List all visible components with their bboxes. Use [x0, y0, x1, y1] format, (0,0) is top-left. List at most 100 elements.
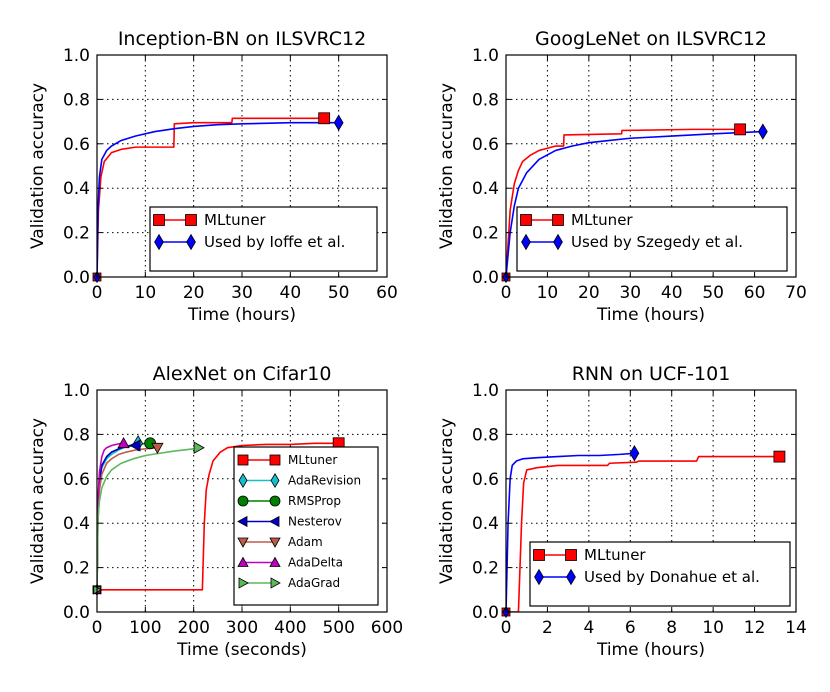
legend-entry-nesterov: Nesterov: [237, 515, 342, 529]
legend: MLtuner AdaRevision RMSProp Nesterov Adam Ada…: [233, 446, 379, 606]
panel-googlenet: 0 10 20 30 40 50 60 70 0.0 0.2 0.4 0.6 0.8 1.0 GoogLeN…: [437, 28, 807, 325]
legend-label: Used by Szegedy et al.: [571, 233, 743, 251]
plot-frame: [505, 54, 797, 278]
legend-entry-adarevision: AdaRevision: [238, 472, 361, 489]
legend-label: Used by Ioffe et al.: [204, 233, 345, 251]
y-axis-label: Validation accuracy: [28, 418, 48, 584]
x-tick-label: 4: [583, 618, 594, 638]
x-tick-label: 600: [371, 618, 403, 638]
y-tick-label: 0.0: [472, 268, 499, 288]
y-tick-label: 0.0: [63, 603, 90, 623]
legend-marker: [269, 515, 280, 528]
y-tick-label: 0.4: [63, 179, 90, 199]
legend-marker: [185, 214, 197, 226]
x-tick-label: 0: [501, 283, 512, 303]
legend-marker: [270, 472, 280, 489]
y-tick-label: 0.2: [63, 559, 90, 579]
series-group: [97, 442, 339, 591]
x-tick-label: 2: [542, 618, 553, 638]
series-marker-end-mltuner: [734, 123, 746, 136]
series-marker-end-adam: [151, 442, 164, 455]
series-marker-end-nesterov: [129, 439, 141, 452]
x-tick-label: 300: [226, 618, 258, 638]
y-tick-label: 1.0: [63, 46, 90, 66]
legend-entry-mltuner: MLtuner: [153, 211, 266, 229]
x-tick-label: 200: [177, 618, 209, 638]
legend-marker: [154, 233, 164, 251]
series-marker-end-used-by-donahue-et-al: [629, 445, 640, 462]
legend-marker: [521, 233, 531, 251]
y-tick-label: 0.8: [63, 90, 90, 110]
y-tick-label: 0.8: [63, 425, 90, 445]
x-tick-label: 8: [666, 618, 677, 638]
y-tick-label: 0.2: [472, 559, 499, 579]
legend-marker: [566, 568, 576, 586]
series-line-used-by-donahue-et-al: [506, 452, 635, 612]
legend-entry-used-by-donahue-et-al: Used by Donahue et al.: [534, 568, 760, 586]
series-group: [506, 128, 763, 277]
y-tick-label: 0.0: [472, 603, 499, 623]
legend-entry-mltuner: MLtuner: [533, 546, 646, 564]
legend-entry-adadelta: AdaDelta: [237, 556, 343, 570]
legend-marker: [553, 233, 563, 251]
plot-frame: [505, 389, 797, 613]
legend-marker: [238, 577, 249, 589]
x-tick-label: 10: [135, 283, 157, 303]
legend-marker: [552, 214, 564, 226]
x-tick-label: 0: [501, 618, 512, 638]
series-line-adadelta: [97, 442, 124, 590]
legend-label: MLtuner: [204, 211, 266, 229]
legend-label: MLtuner: [288, 453, 337, 467]
legend-label: Adam: [288, 535, 323, 549]
series-line-mltuner: [506, 128, 741, 277]
y-tick-label: 0.6: [472, 135, 499, 155]
x-tick-label: 50: [328, 283, 350, 303]
series-group: [506, 452, 780, 612]
legend-label: Nesterov: [288, 515, 342, 529]
legend-marker: [238, 472, 248, 489]
y-tick-label: 0.6: [63, 470, 90, 490]
y-tick-label: 0.0: [63, 268, 90, 288]
y-tick-label: 0.8: [472, 425, 499, 445]
y-tick-label: 0.4: [472, 179, 499, 199]
x-tick-label: 50: [702, 283, 724, 303]
series-line-used-by-ioffe-et-al: [97, 121, 339, 277]
legend-entry-rmsprop: RMSProp: [237, 494, 341, 508]
legend-entry-mltuner: MLtuner: [237, 453, 337, 467]
series-line-mltuner: [97, 442, 339, 591]
x-tick-label: 400: [274, 618, 306, 638]
x-tick-label: 40: [280, 283, 302, 303]
legend: MLtuner Used by Ioffe et al.: [149, 206, 378, 272]
y-axis-label: Validation accuracy: [437, 83, 457, 249]
x-axis-label: Time (hours): [596, 305, 705, 325]
x-tick-label: 6: [625, 618, 636, 638]
x-tick-label: 500: [322, 618, 354, 638]
series-line-mltuner: [97, 117, 325, 277]
y-axis-label: Validation accuracy: [28, 83, 48, 249]
legend-marker: [237, 495, 249, 507]
legend: MLtuner Used by Donahue et al.: [529, 541, 791, 607]
x-tick-label: 70: [785, 283, 807, 303]
series-marker-end-adadelta: [117, 436, 130, 449]
legend-marker: [534, 568, 544, 586]
legend-box: [233, 446, 379, 606]
x-tick-label: 0: [92, 618, 103, 638]
legend-marker: [565, 549, 577, 561]
y-tick-label: 0.6: [472, 470, 499, 490]
legend-marker: [270, 577, 281, 589]
series-marker-end-used-by-ioffe-et-al: [333, 114, 344, 131]
legend-marker: [237, 556, 249, 567]
legend: MLtuner Used by Szegedy et al.: [516, 206, 788, 272]
series-group: [97, 117, 339, 277]
y-tick-label: 1.0: [63, 381, 90, 401]
chart-title: AlexNet on Cifar10: [153, 363, 332, 385]
legend-entry-adagrad: AdaGrad: [238, 576, 340, 590]
series-marker-end-mltuner: [773, 450, 786, 463]
x-tick-label: 20: [183, 283, 205, 303]
legend-label: Used by Donahue et al.: [584, 568, 760, 586]
series-line-adagrad: [97, 446, 199, 590]
x-tick-label: 30: [619, 283, 641, 303]
x-tick-label: 10: [702, 618, 724, 638]
x-axis-label: Time (hours): [187, 305, 296, 325]
